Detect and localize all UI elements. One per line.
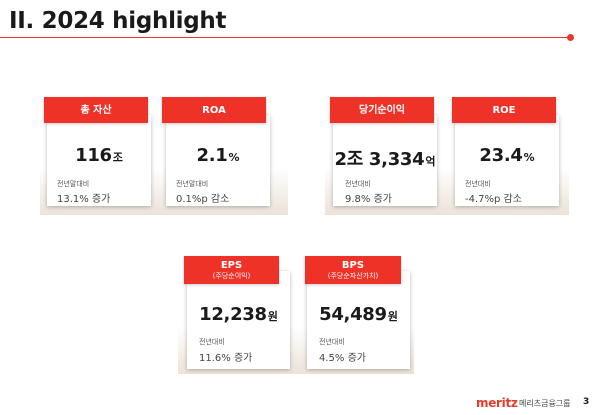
meritz-logo: meritz <box>476 396 518 410</box>
comparison-label: 전년대비 <box>345 180 371 188</box>
group-name: 메리츠금융그룹 <box>519 399 571 408</box>
comparison-label: 전년말대비 <box>57 180 90 188</box>
comparison-value: -4.7%p 감소 <box>465 194 522 205</box>
comparison-value: 13.1% 증가 <box>57 194 111 205</box>
metric-value: 23.4% <box>479 145 535 166</box>
comparison-label: 전년대비 <box>465 180 491 188</box>
metric-badge-net-income: 당기순이익 <box>330 97 434 123</box>
comparison-value: 11.6% 증가 <box>199 353 253 364</box>
metric-value: 54,489원 <box>319 304 398 325</box>
metric-card-net-income: 2조 3,334억 전년대비 9.8% 증가 <box>333 115 437 206</box>
metric-card-total-assets: 116조 전년말대비 13.1% 증가 <box>47 115 151 206</box>
metric-card-roa: 2.1% 전년말대비 0.1%p 감소 <box>166 115 270 206</box>
comparison-label: 전년대비 <box>319 338 345 346</box>
metric-card-bps: 54,489원 전년대비 4.5% 증가 <box>307 271 410 369</box>
comparison-value: 0.1%p 감소 <box>176 194 230 205</box>
metric-badge-eps: EPS (주당순이익) <box>184 256 279 284</box>
comparison-label: 전년말대비 <box>176 180 209 188</box>
metric-badge-roa: ROA <box>162 97 266 123</box>
title-divider-dot <box>567 34 574 41</box>
page-number: 3 <box>583 397 590 407</box>
metric-value: 2조 3,334억 <box>334 149 436 170</box>
slide-title: II. 2024 highlight <box>9 8 227 34</box>
metric-badge-roe: ROE <box>452 97 556 123</box>
metric-badge-total-assets: 총 자산 <box>44 97 148 123</box>
metric-value: 116조 <box>75 145 123 166</box>
metric-card-roe: 23.4% 전년대비 -4.7%p 감소 <box>455 115 559 206</box>
metric-card-eps: 12,238원 전년대비 11.6% 증가 <box>187 271 290 369</box>
comparison-value: 4.5% 증가 <box>319 353 366 364</box>
comparison-value: 9.8% 증가 <box>345 194 392 205</box>
badge-sublabel: (주당순자산가치) <box>327 271 379 280</box>
title-divider <box>0 37 570 38</box>
badge-sublabel: (주당순이익) <box>212 271 251 280</box>
metric-badge-bps: BPS (주당순자산가치) <box>305 256 401 284</box>
metric-value: 2.1% <box>196 145 240 166</box>
comparison-label: 전년대비 <box>199 338 225 346</box>
metric-value: 12,238원 <box>199 304 278 325</box>
